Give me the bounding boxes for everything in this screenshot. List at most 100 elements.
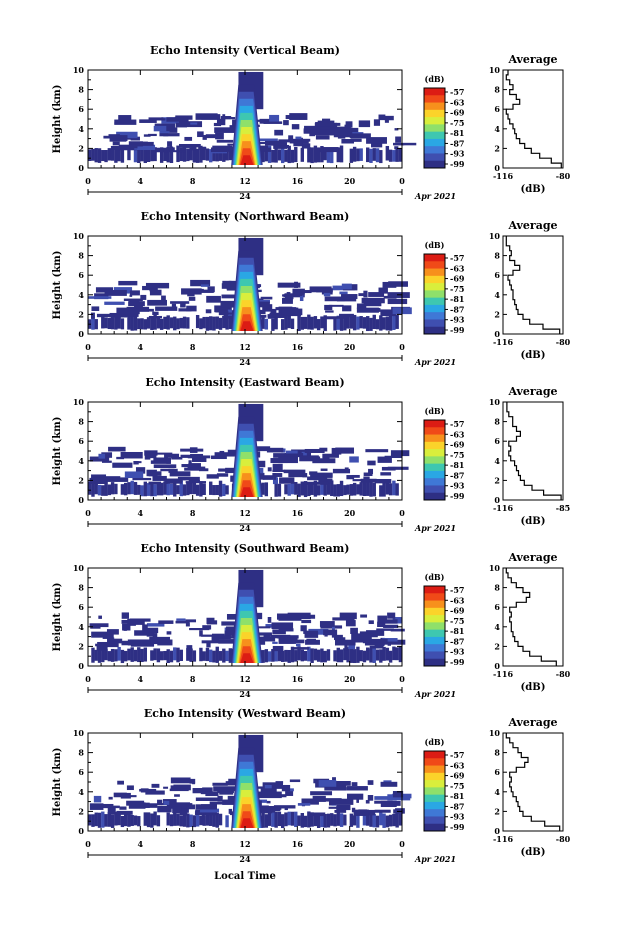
echo-cell [179,810,188,816]
echo-cell [195,148,200,163]
echo-cell [187,455,211,459]
profile-x-tick-label: -80 [556,337,571,347]
panel-title: Echo Intensity (Westward Beam) [144,707,346,720]
echo-cell [195,804,217,810]
echo-cell [267,617,272,623]
echo-cell [166,812,170,826]
colorbar-swatch [424,456,445,465]
echo-cell [359,650,363,662]
echo-cell [112,145,122,150]
echo-cell [290,481,295,495]
echo-cell [282,297,293,304]
echo-cell [205,791,219,797]
echo-cell [280,650,285,662]
echo-cell [300,625,307,632]
echo-cell [385,647,390,661]
echo-cell [354,639,373,643]
colorbar-swatch [424,254,445,262]
echo-cell [272,629,286,635]
echo-cell [195,812,200,827]
echo-cell [159,131,170,134]
x-tick-label: 4 [138,674,144,684]
echo-cell [277,282,301,288]
echo-cell [225,146,229,161]
echo-cell [334,122,341,126]
echo-cell [107,638,123,644]
echo-cell [273,805,296,809]
storm-core-band [240,818,254,829]
heatmap-field [88,71,417,166]
echo-cell [323,481,327,496]
date-label: Apr 2021 [414,854,456,864]
echo-cell [364,639,385,646]
echo-cell [158,620,174,624]
echo-cell [182,484,187,496]
echo-cell [88,814,92,826]
colorbar-frame [423,750,446,832]
colorbar-tick-label: -57 [450,253,464,263]
echo-cell [339,649,344,663]
echo-cell [258,791,282,799]
echo-cell [222,635,231,640]
profile-y-tick-label: 0 [494,495,500,505]
echo-cell [382,317,386,330]
echo-cell [146,148,151,162]
echo-cell [291,124,300,130]
echo-cell [366,813,370,826]
date-day: 24 [239,854,251,864]
echo-cell [166,146,170,163]
echo-cell [272,469,286,473]
echo-cell [330,798,354,805]
echo-cell [249,299,270,303]
echo-cell [362,317,367,329]
echo-cell [341,138,355,144]
echo-cell [108,134,120,138]
date-day: 24 [239,689,251,699]
echo-cell [228,280,232,286]
echo-cell [382,638,398,642]
echo-cell [319,621,335,627]
colorbar-tick-label: -87 [450,470,464,480]
y-tick-label: 0 [78,826,84,836]
echo-cell [150,650,154,661]
echo-cell [96,313,118,318]
date-day: 24 [239,523,251,533]
echo-cell [264,785,272,789]
echo-cell [127,812,131,827]
echo-cell [113,792,127,798]
colorbar-tick-label: -93 [450,481,465,491]
echo-cell [290,811,295,826]
profile-y-tick-label: 8 [494,748,500,758]
echo-cell [320,316,324,329]
echo-cell [137,484,141,495]
echo-cell [330,480,334,497]
x-tick-label: 12 [239,508,250,518]
colorbar-tick-label: -69 [450,771,465,781]
colorbar-unit: (dB) [425,240,445,250]
echo-cell [210,147,229,153]
echo-cell [350,627,358,634]
echo-cell [120,649,125,664]
echo-cell [146,632,154,637]
echo-cell [307,476,328,481]
echo-cell [271,812,275,827]
echo-cell [128,141,143,147]
echo-cell [318,478,333,484]
echo-cell [272,477,279,485]
echo-cell [287,649,291,663]
echo-cell [148,471,158,477]
echo-cell [286,292,291,296]
echo-cell [272,807,281,812]
echo-cell [297,646,301,661]
colorbar-swatch [424,441,445,450]
echo-cell [281,784,291,792]
echo-cell [195,797,218,801]
echo-cell [316,288,333,293]
echo-cell [359,482,363,496]
colorbar-tick-label: -75 [450,616,464,626]
echo-cell [309,471,318,475]
echo-cell [148,481,162,485]
echo-cell [343,316,347,331]
colorbar-swatch [424,117,445,125]
